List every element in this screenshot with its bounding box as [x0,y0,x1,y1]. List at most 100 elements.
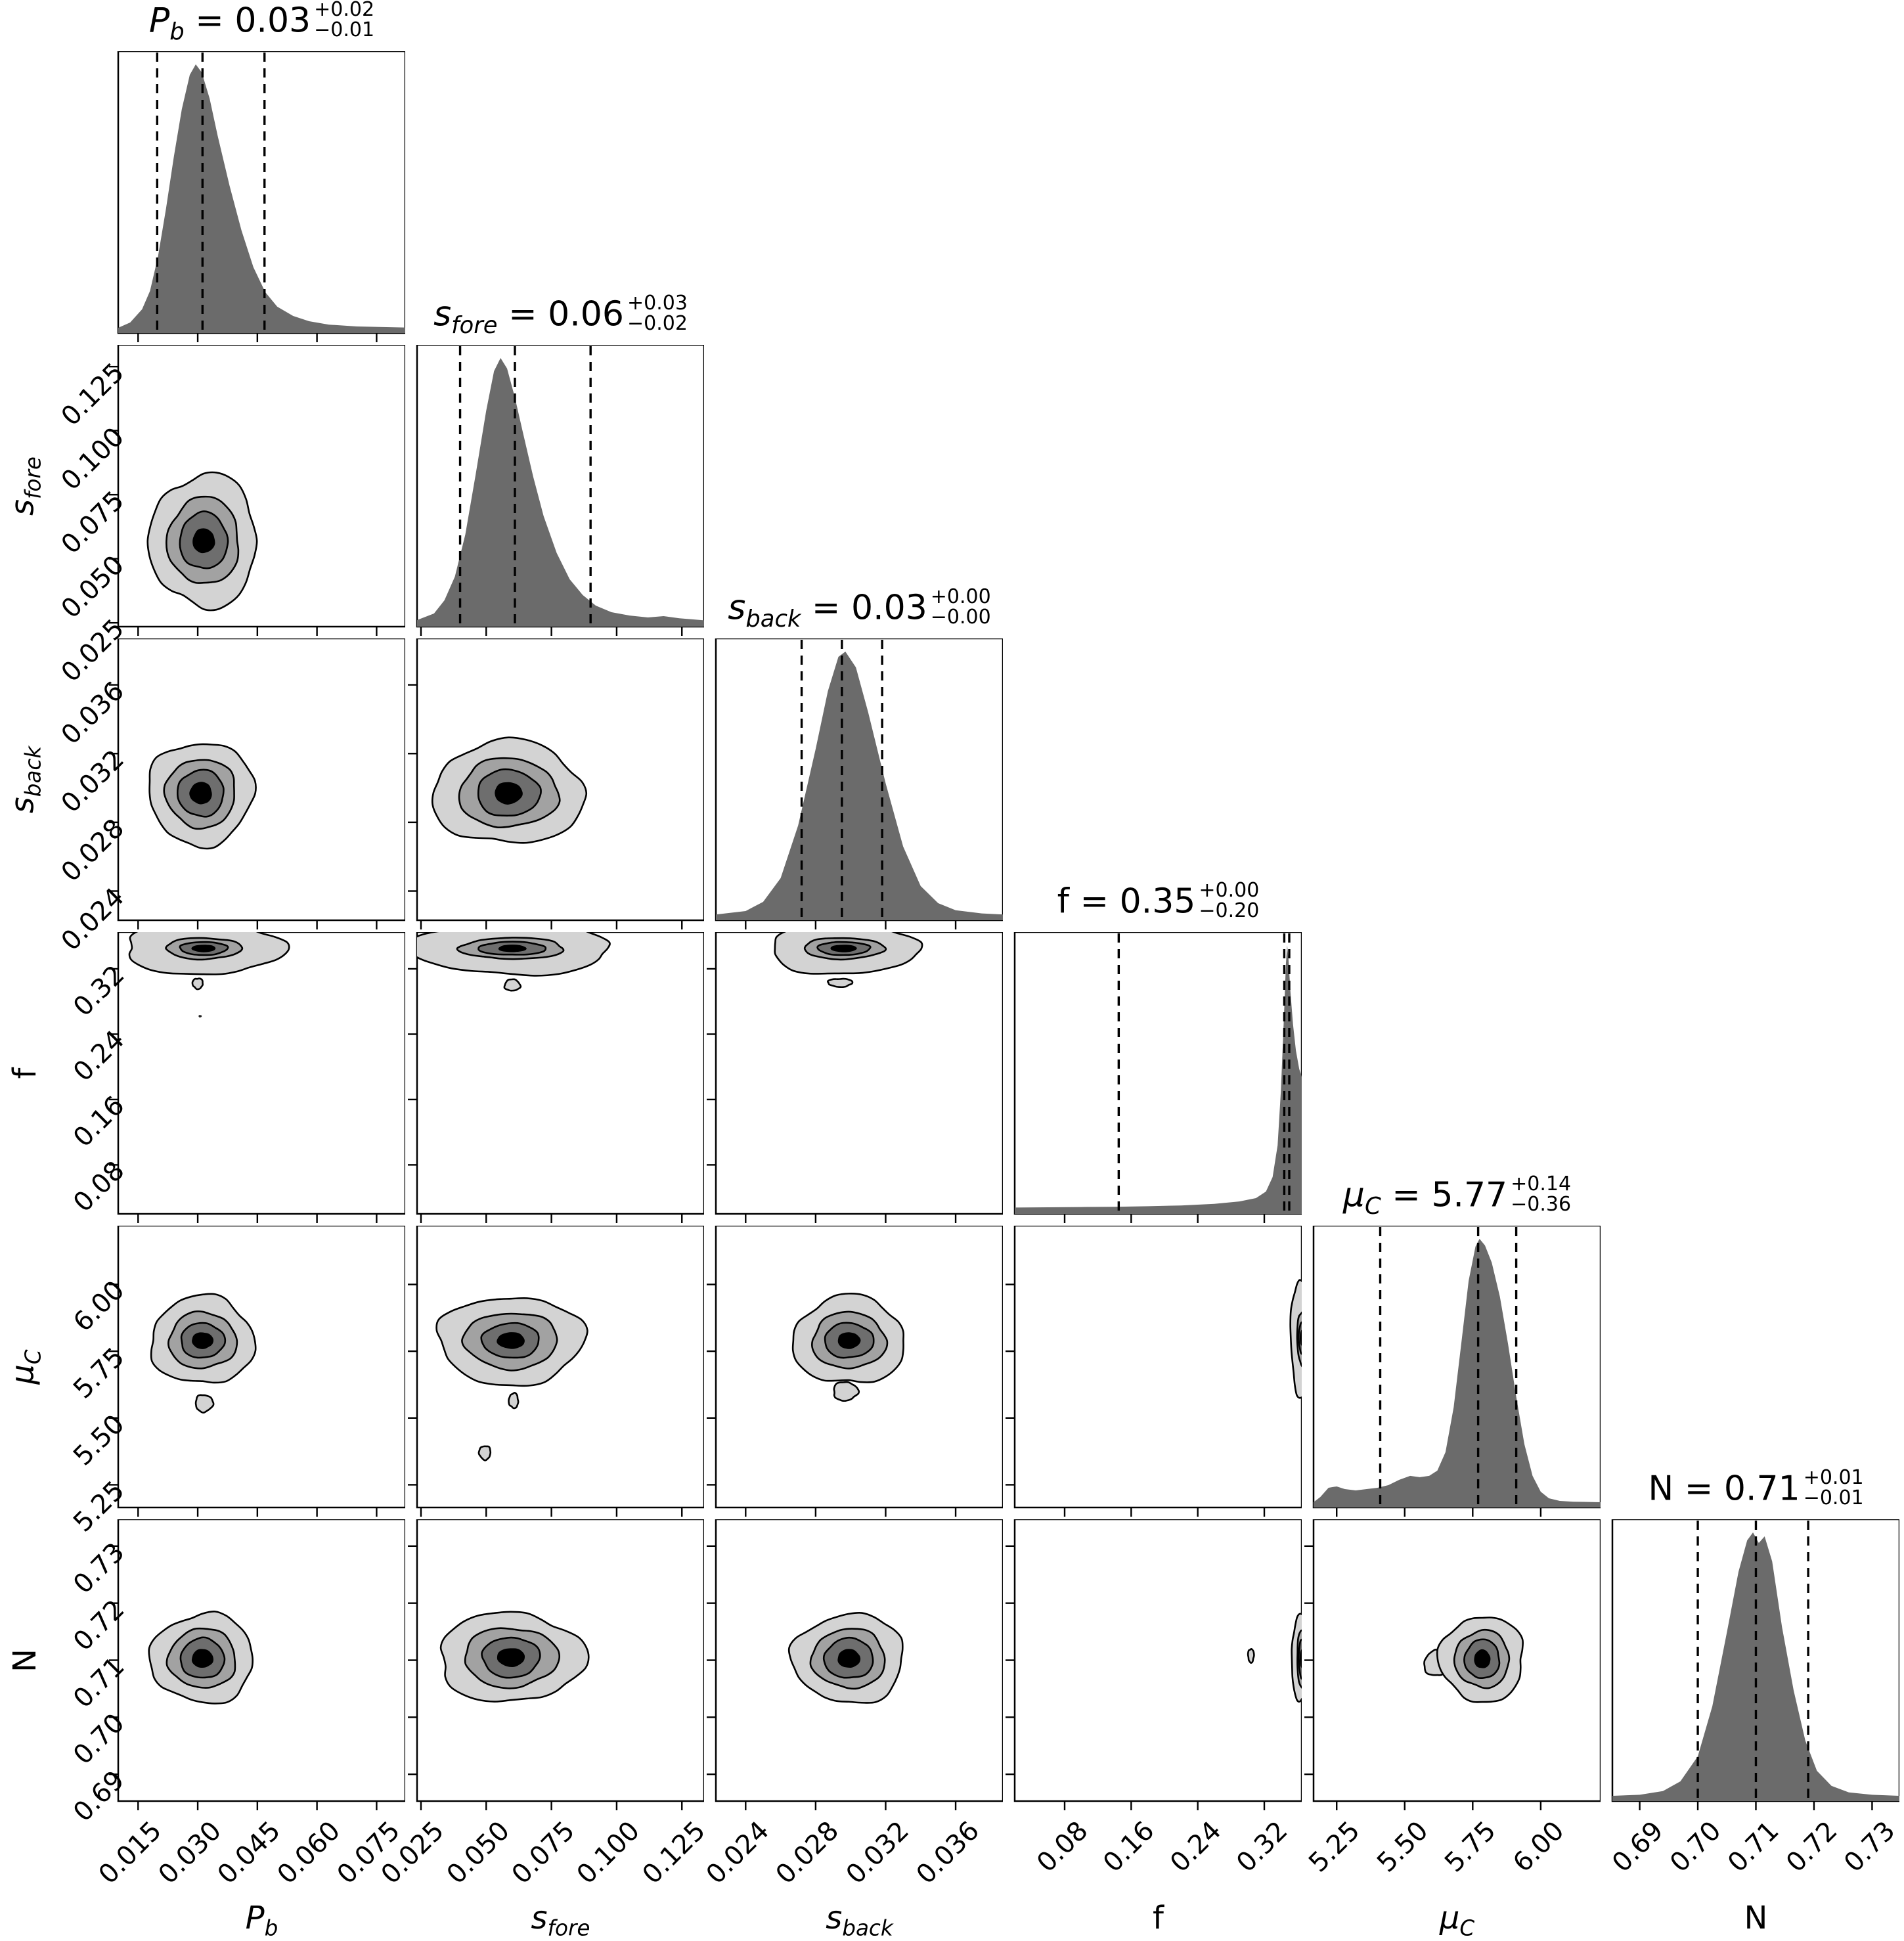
y-axis-label-sfore: sfore [5,457,46,516]
param-symbol: s [531,1900,548,1936]
title-uncertainty: +0.00 −0.00 [931,587,991,627]
x-tick-label: 0.024 [700,1816,775,1890]
title-minus-error: −0.20 [1199,899,1260,922]
title-uncertainty: +0.02 −0.01 [314,0,374,40]
x-tick-label: 0.125 [636,1816,711,1890]
param-subscript: back [842,1915,893,1941]
x-tick-label: 5.25 [1303,1816,1366,1879]
histogram-density [716,652,1003,920]
param-symbol: f [1057,881,1069,922]
param-symbol: s [4,499,41,516]
x-tick-label: 0.050 [441,1816,516,1890]
x-tick-label: 0.24 [1164,1816,1228,1879]
x-axis-label-f: f [1015,1900,1302,1936]
x-tick-label: 0.045 [211,1816,287,1890]
title-minus-error: −0.02 [627,311,688,335]
hist-panel-sback [715,638,1003,929]
contour-satellite [827,977,854,989]
contour-level-4 [1474,1649,1491,1668]
panel-f-vs-pb [109,932,405,1223]
param-symbol: N [1744,1900,1768,1936]
param-subscript: C [1459,1915,1475,1941]
y-axis-label-n: N [7,1649,43,1672]
hist-panel-sfore [416,345,704,636]
panel-muc-vs-pb [109,1226,405,1517]
title-uncertainty: +0.00 −0.20 [1199,879,1260,922]
title-uncertainty: +0.14 −0.36 [1511,1174,1571,1215]
param-subscript: C [1365,1192,1381,1220]
x-tick-label: 0.70 [1664,1816,1727,1879]
param-symbol: s [728,588,746,628]
panel-muc-vs-f [1006,1226,1302,1517]
contour-level-4 [191,1649,214,1668]
histogram-density [118,64,405,333]
x-tick-label: 0.028 [770,1816,845,1890]
x-tick-label: 5.75 [1439,1816,1502,1879]
x-tick-label: 5.50 [1371,1816,1434,1879]
hist-title-pb: Pb = 0.03 +0.02 −0.01 [148,0,375,45]
contour-satellite [1247,1648,1255,1664]
panel-frame [117,932,405,1215]
x-tick-label: 0.075 [506,1816,581,1890]
panel-frame [416,932,704,1215]
panel-f-vs-sfore [408,932,704,1223]
param-symbol: f [1153,1900,1164,1936]
panel-frame [1013,1226,1302,1509]
contour-level-4 [1300,1329,1302,1346]
contour-level-4 [192,1332,214,1349]
x-tick-label: 0.032 [840,1816,916,1890]
x-tick-label: 0.16 [1097,1816,1161,1879]
panel-sback-vs-pb [109,638,405,929]
title-plus-error: +0.00 [1199,879,1260,902]
param-subscript: fore [547,1915,590,1941]
contour-level-4 [189,782,212,805]
hist-title-sback: sback = 0.03 +0.00 −0.00 [728,585,991,633]
param-symbol: μ [1342,1175,1365,1215]
param-subscript: back [20,746,46,797]
hist-title-f: f = 0.35 +0.00 −0.20 [1057,879,1260,922]
x-tick-label: 0.015 [93,1816,167,1890]
title-plus-error: +0.03 [627,292,688,315]
x-tick-label: 0.036 [910,1816,985,1890]
panel-sback-vs-sfore [408,638,704,929]
contour-level-1 [1289,1279,1302,1399]
contour-satellite [477,1445,492,1461]
histogram-density [1015,945,1302,1214]
param-symbol: N [7,1648,43,1672]
x-axis-label-sback: sback [716,1900,1003,1941]
param-symbol: P [148,1,170,41]
y-axis-label-sback: sback [5,746,46,813]
contour-level-4 [192,528,215,554]
title-minus-error: −0.00 [930,605,991,629]
contour-level-4 [1300,1649,1302,1668]
x-tick-label: 0.71 [1722,1816,1786,1879]
panel-frame [715,932,1003,1215]
panel-muc-vs-sback [707,1226,1003,1517]
x-tick-label: 0.060 [271,1816,347,1890]
param-symbol: P [245,1900,265,1936]
hist-title-n: N = 0.71 +0.01 −0.01 [1648,1466,1864,1509]
panel-n-vs-f [1006,1519,1302,1810]
panel-n-vs-pb [109,1519,405,1810]
hist-title-muc: μC = 5.77 +0.14 −0.36 [1342,1172,1572,1220]
histogram-density [1314,1239,1601,1507]
hist-panel-pb [117,51,405,342]
scatter-dot [198,1015,202,1018]
x-tick-label: 6.00 [1507,1816,1570,1879]
x-axis-label-sfore: sfore [417,1900,704,1941]
histogram-density [417,358,704,627]
contour-satellite [194,1394,215,1414]
panel-frame [1013,932,1302,1215]
panel-frame [1013,1519,1302,1802]
contour-level-4 [498,945,527,952]
panel-muc-vs-sfore [408,1226,704,1517]
title-uncertainty: +0.01 −0.01 [1804,1467,1864,1508]
contour-satellite [508,1392,520,1410]
param-symbol: s [433,294,452,334]
title-plus-error: +0.00 [930,585,991,608]
title-plus-error: +0.14 [1511,1172,1572,1195]
x-axis-label-muc: μC [1314,1900,1601,1941]
panel-n-vs-sfore [408,1519,704,1810]
x-tick-label: 0.32 [1231,1816,1294,1879]
